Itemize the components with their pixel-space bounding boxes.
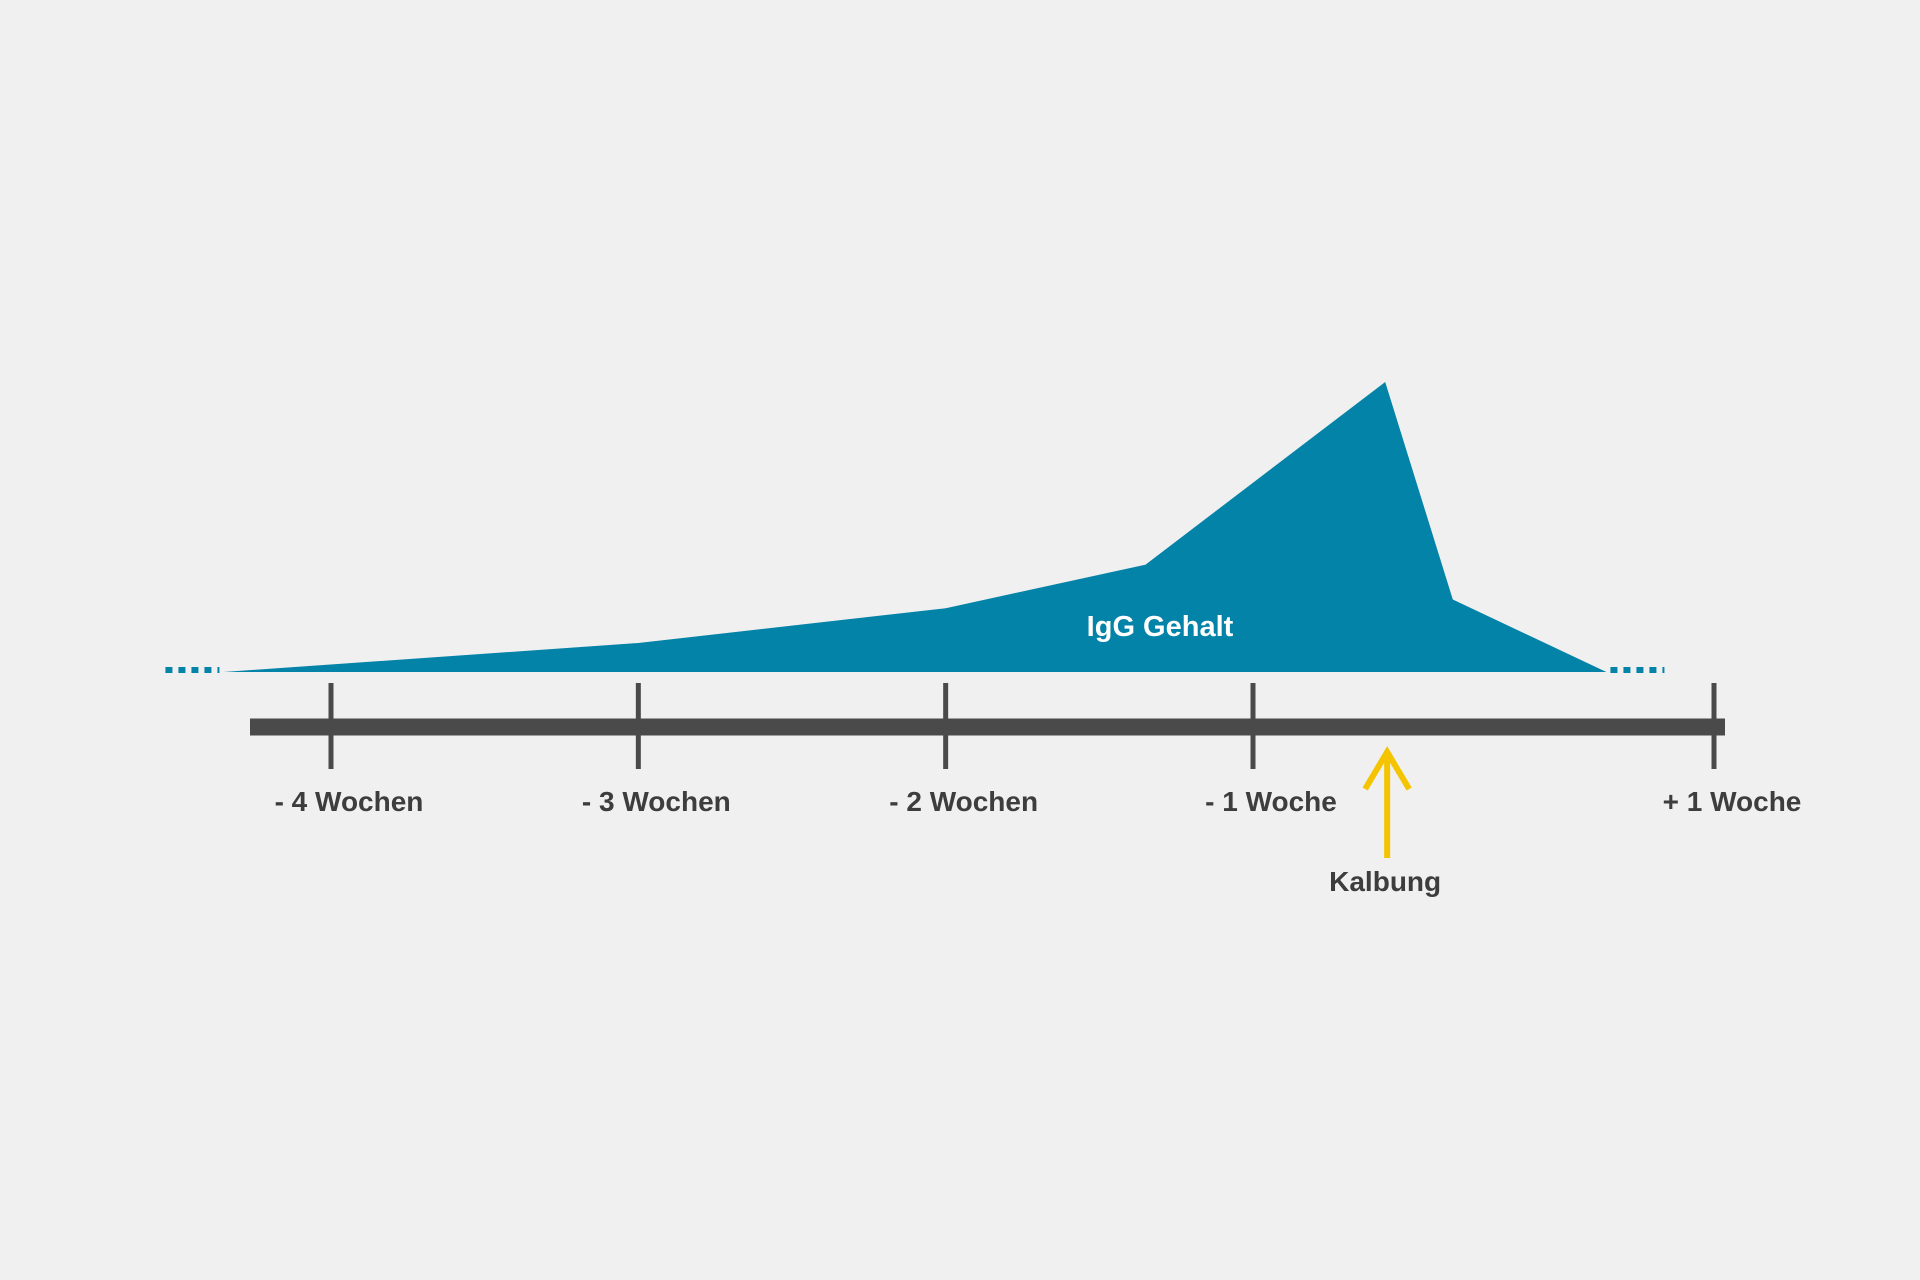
event-label: Kalbung	[1329, 866, 1441, 897]
tick-label-1: - 3 Wochen	[582, 786, 731, 817]
tick-label-4: + 1 Woche	[1663, 786, 1802, 817]
tick-label-0: - 4 Wochen	[275, 786, 424, 817]
tick-label-3: - 1 Woche	[1205, 786, 1337, 817]
event-arrow-head	[1362, 746, 1412, 791]
area-series-0	[223, 382, 1607, 672]
tick-label-2: - 2 Wochen	[889, 786, 1038, 817]
series-label: IgG Gehalt	[1087, 611, 1234, 643]
